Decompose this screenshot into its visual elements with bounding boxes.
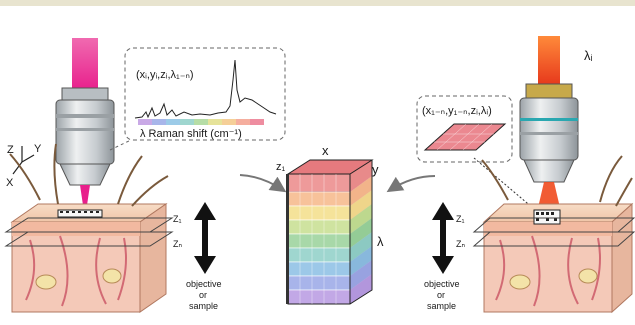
right-plane-zn-label: Zₙ (456, 239, 465, 249)
right-caption-or: or (437, 290, 445, 300)
right-plane-z1-label: Z₁ (456, 214, 465, 224)
right-laser-beam-top (538, 36, 560, 88)
left-caption-or: or (199, 290, 207, 300)
right-caption-sample: sample (427, 301, 456, 311)
right-objective-tip (523, 159, 575, 183)
left-plane-zn-label: Zₙ (173, 239, 182, 249)
right-caption-objective: objective (424, 279, 460, 289)
spectrum-box: (xᵢ,yᵢ,zᵢ,λ₁₋ₙ) λ Raman shift (cm⁻¹) (124, 47, 286, 141)
right-wavelength-label: λᵢ (584, 48, 593, 63)
left-laser-beam-top (72, 38, 98, 90)
right-to-cube-arrow (386, 175, 436, 193)
top-rule (0, 0, 635, 6)
image-coords-label: (x₁₋ₙ,y₁₋ₙ,zᵢ,λᵢ) (422, 105, 492, 117)
left-caption-sample: sample (189, 301, 218, 311)
spectrum-coords-label: (xᵢ,yᵢ,zᵢ,λ₁₋ₙ) (136, 69, 194, 81)
right-microscope (519, 36, 579, 212)
left-microscope (55, 38, 115, 212)
xyz-axes (12, 146, 35, 175)
left-move-arrow (194, 202, 216, 274)
right-focal-planes (472, 217, 635, 247)
cube-y-label: y (372, 162, 379, 177)
hyperspectral-cube (286, 159, 374, 305)
axis-y-label: Y (34, 143, 42, 155)
axis-x-label: X (6, 177, 14, 189)
left-objective-tip (59, 163, 111, 186)
raman-axis-label: λ Raman shift (cm⁻¹) (140, 128, 242, 140)
axis-z-label: Z (7, 144, 14, 156)
spectrum-color-bar (138, 119, 264, 125)
left-plane-z1-label: Z₁ (173, 214, 182, 224)
left-laser-focus (80, 185, 90, 212)
right-objective-body (519, 97, 579, 161)
cube-lambda-label: λ (377, 234, 384, 249)
left-caption-objective: objective (186, 279, 222, 289)
cube-x-label: x (322, 143, 329, 158)
raman-spectrum (134, 59, 277, 119)
cube-z1-label: z₁ (276, 161, 286, 173)
left-focal-planes (4, 217, 174, 247)
left-objective-body (55, 99, 115, 165)
image-box: (x₁₋ₙ,y₁₋ₙ,zᵢ,λᵢ) (416, 95, 513, 163)
right-move-arrow (432, 202, 454, 274)
left-to-cube-arrow (239, 174, 287, 193)
